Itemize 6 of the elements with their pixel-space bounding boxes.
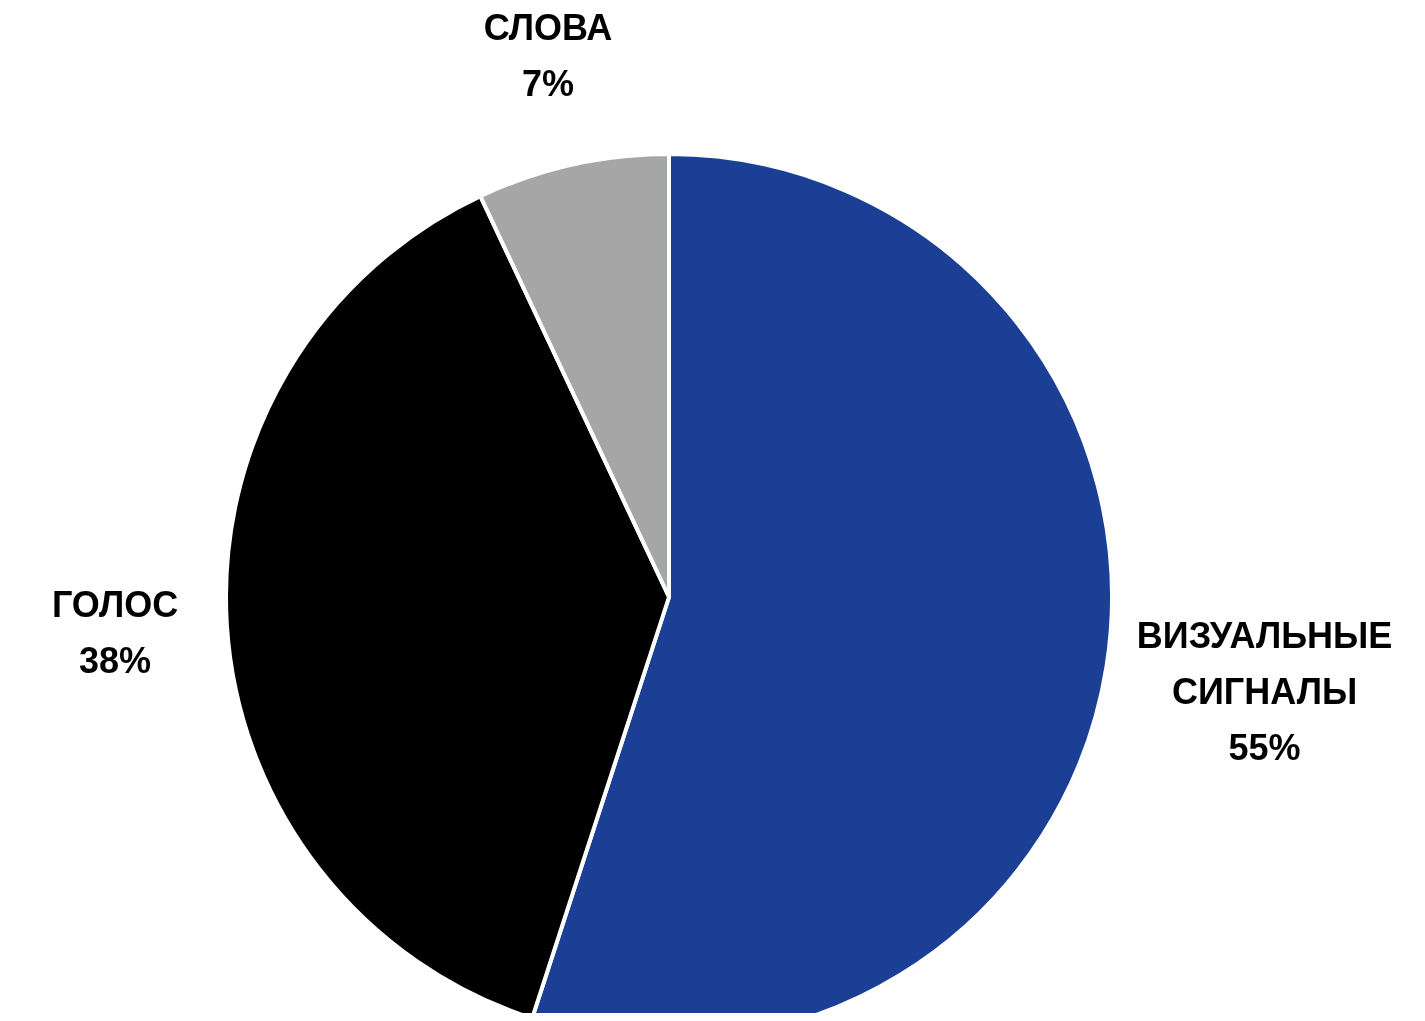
slice-label: СЛОВА	[483, 6, 613, 48]
data-label: 55%	[1228, 726, 1301, 768]
slice-label: ГОЛОС	[51, 583, 179, 625]
slice-label: ВИЗУАЛЬНЫЕ СИГНАЛЫ	[1136, 614, 1393, 712]
data-label: 7%	[521, 62, 574, 104]
data-label: 38%	[79, 639, 152, 681]
